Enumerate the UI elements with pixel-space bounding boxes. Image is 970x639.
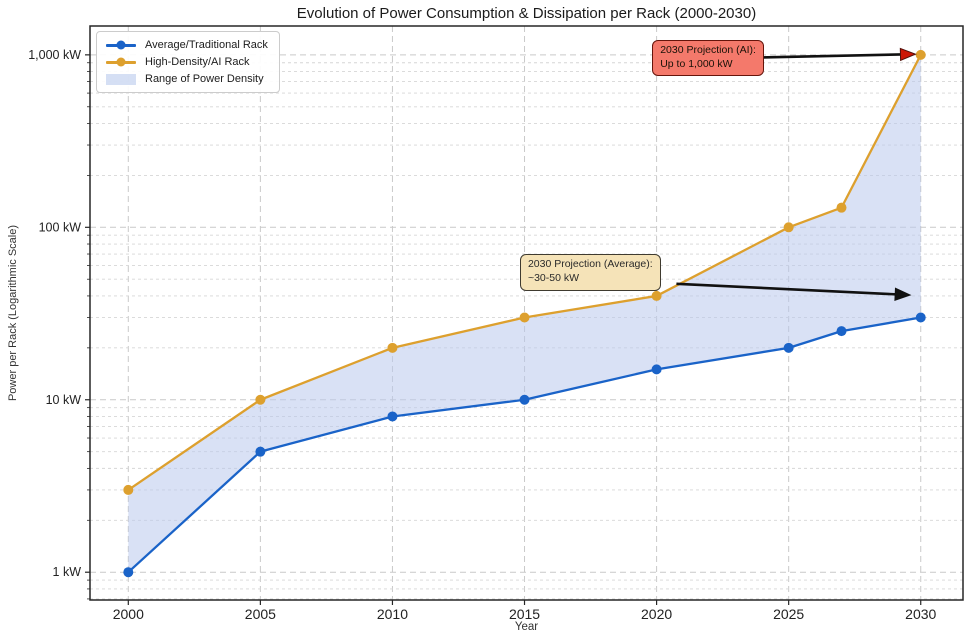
point-average-traditional-rack-2025 [783, 342, 794, 353]
y-tick-label: 100 kW [39, 220, 82, 234]
point-average-traditional-rack-2000 [123, 567, 134, 578]
point-high-density-ai-rack-2030 [915, 49, 926, 60]
point-high-density-ai-rack-2020 [651, 290, 662, 301]
x-tick-label: 2030 [905, 606, 936, 622]
legend-item-ai-rack: High-Density/AI Rack [106, 56, 268, 68]
legend: Average/Traditional Rack High-Density/AI… [96, 31, 280, 93]
x-tick-label: 2020 [641, 606, 672, 622]
legend-line-swatch-blue [106, 40, 136, 50]
legend-line-swatch-orange [106, 57, 136, 67]
point-high-density-ai-rack-2010 [387, 342, 398, 353]
y-tick-label: 1 kW [53, 565, 82, 579]
annotation-arrow-ai-projection [759, 52, 908, 59]
point-high-density-ai-rack-2005 [255, 394, 266, 405]
x-tick-label: 2015 [509, 606, 540, 622]
legend-marker-orange [116, 57, 126, 67]
legend-item-average-rack: Average/Traditional Rack [106, 39, 268, 51]
point-high-density-ai-rack-2015 [519, 312, 530, 323]
x-tick-label: 2025 [773, 606, 804, 622]
legend-item-power-density-range: Range of Power Density [106, 73, 268, 85]
legend-marker-blue [116, 40, 126, 50]
annotation-average-projection: 2030 Projection (Average): ~30-50 kW [519, 253, 661, 291]
y-tick-label: 1,000 kW [28, 48, 81, 62]
point-average-traditional-rack-2020 [651, 364, 662, 375]
line-high-density-ai-rack [127, 53, 922, 492]
chart-title: Evolution of Power Consumption & Dissipa… [296, 5, 757, 22]
annotation-ai-projection-line1: 2030 Projection (AI): [660, 43, 756, 56]
y-tick-label: 10 kW [46, 393, 82, 407]
annotation-arrow-average-projection [676, 282, 903, 296]
legend-label-power-density-range: Range of Power Density [145, 73, 264, 85]
x-tick-label: 2005 [245, 606, 276, 622]
point-average-traditional-rack-2030 [915, 312, 926, 323]
annotation-ai-projection: 2030 Projection (AI): Up to 1,000 kW [652, 39, 764, 77]
point-average-traditional-rack-2010 [387, 411, 398, 422]
y-axis-title: Power per Rack (Logarithmic Scale) [7, 224, 19, 402]
point-high-density-ai-rack-2025 [783, 222, 794, 233]
annotation-arrowhead-ai-projection [899, 47, 917, 62]
legend-label-ai-rack: High-Density/AI Rack [145, 56, 250, 68]
plot-frame [89, 25, 964, 601]
annotation-arrowhead-average-projection [894, 287, 912, 301]
band-range-of-power-density [128, 54, 921, 573]
point-average-traditional-rack-2027 [836, 326, 847, 337]
x-axis-title: Year [514, 621, 539, 633]
annotation-ai-projection-line2: Up to 1,000 kW [660, 57, 733, 70]
line-average-traditional-rack [127, 316, 922, 574]
point-high-density-ai-rack-2027 [836, 202, 847, 213]
x-tick-label: 2000 [113, 606, 144, 622]
point-average-traditional-rack-2015 [519, 394, 530, 405]
annotation-average-projection-line1: 2030 Projection (Average): [527, 257, 653, 270]
x-tick-label: 2010 [377, 606, 408, 622]
annotation-average-projection-line2: ~30-50 kW [527, 271, 580, 284]
point-average-traditional-rack-2005 [255, 446, 266, 457]
point-high-density-ai-rack-2000 [123, 484, 134, 495]
legend-band-swatch [106, 73, 136, 85]
legend-label-average-rack: Average/Traditional Rack [145, 39, 268, 51]
